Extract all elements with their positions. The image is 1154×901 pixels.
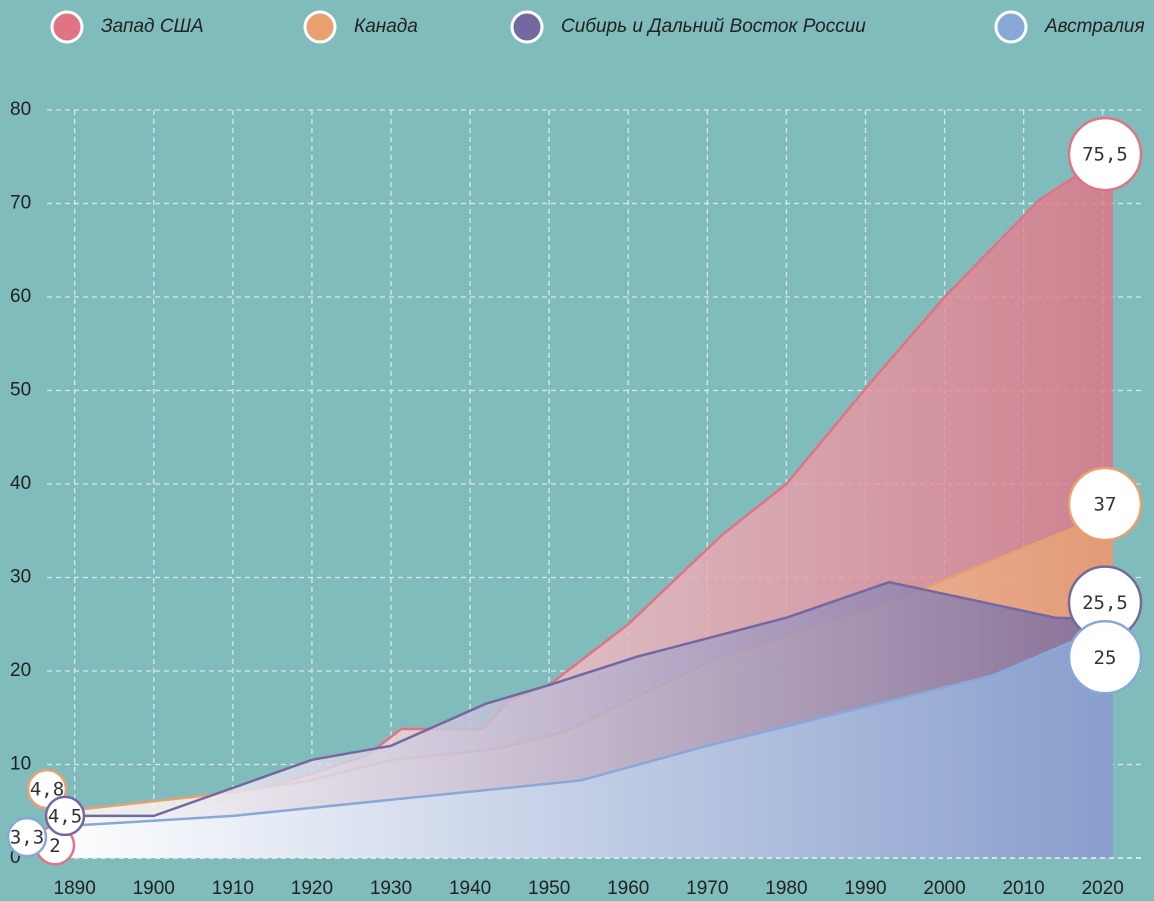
value-bubble [1067,116,1143,192]
x-tick-label: 1990 [844,878,886,899]
value-label: 4,8 [30,779,64,801]
y-tick-label: 20 [10,660,31,681]
legend-text: Австралия [1044,16,1145,37]
legend-swatch [510,10,544,44]
value-bubble [1067,466,1143,542]
value-label: 3,3 [10,827,44,849]
legend-text: Канада [354,16,418,37]
value-bubble [6,816,48,858]
x-tick-label: 1910 [212,878,254,899]
x-tick-label: 1900 [133,878,175,899]
x-tick-label: 2020 [1082,878,1124,899]
value-label: 75,5 [1082,144,1128,166]
y-tick-label: 70 [10,193,31,214]
y-tick-label: 0 [10,847,21,868]
value-label: 25 [1094,647,1117,669]
x-tick-label: 1890 [54,878,96,899]
value-label: 37 [1094,494,1117,516]
legend-swatch [50,10,84,44]
y-tick-label: 10 [10,754,31,775]
x-tick-label: 1930 [370,878,412,899]
line [47,580,1114,818]
y-tick-label: 80 [10,99,31,120]
value-bubble [44,795,86,837]
y-tick-label: 30 [10,567,31,588]
x-tick-label: 1980 [765,878,807,899]
x-tick-label: 1960 [607,878,649,899]
value-label: 2 [49,835,60,857]
y-tick-label: 50 [10,380,31,401]
x-tick-label: 1970 [686,878,728,899]
legend-swatch [303,10,337,44]
x-tick-label: 1940 [449,878,491,899]
area [47,624,1113,858]
x-tick-label: 2000 [923,878,965,899]
legend-text: Запад США [101,16,204,37]
x-tick-label: 2010 [1002,878,1044,899]
value-label: 25,5 [1082,592,1128,614]
legend-swatch [994,10,1028,44]
x-tick-label: 1920 [291,878,333,899]
y-tick-label: 60 [10,286,31,307]
line [46,623,1114,829]
y-tick-label: 40 [10,473,31,494]
value-bubble [1067,620,1143,695]
value-label: 4,5 [48,805,82,827]
legend-text: Сибирь и Дальний Восток России [561,16,866,37]
x-tick-label: 1950 [528,878,570,899]
